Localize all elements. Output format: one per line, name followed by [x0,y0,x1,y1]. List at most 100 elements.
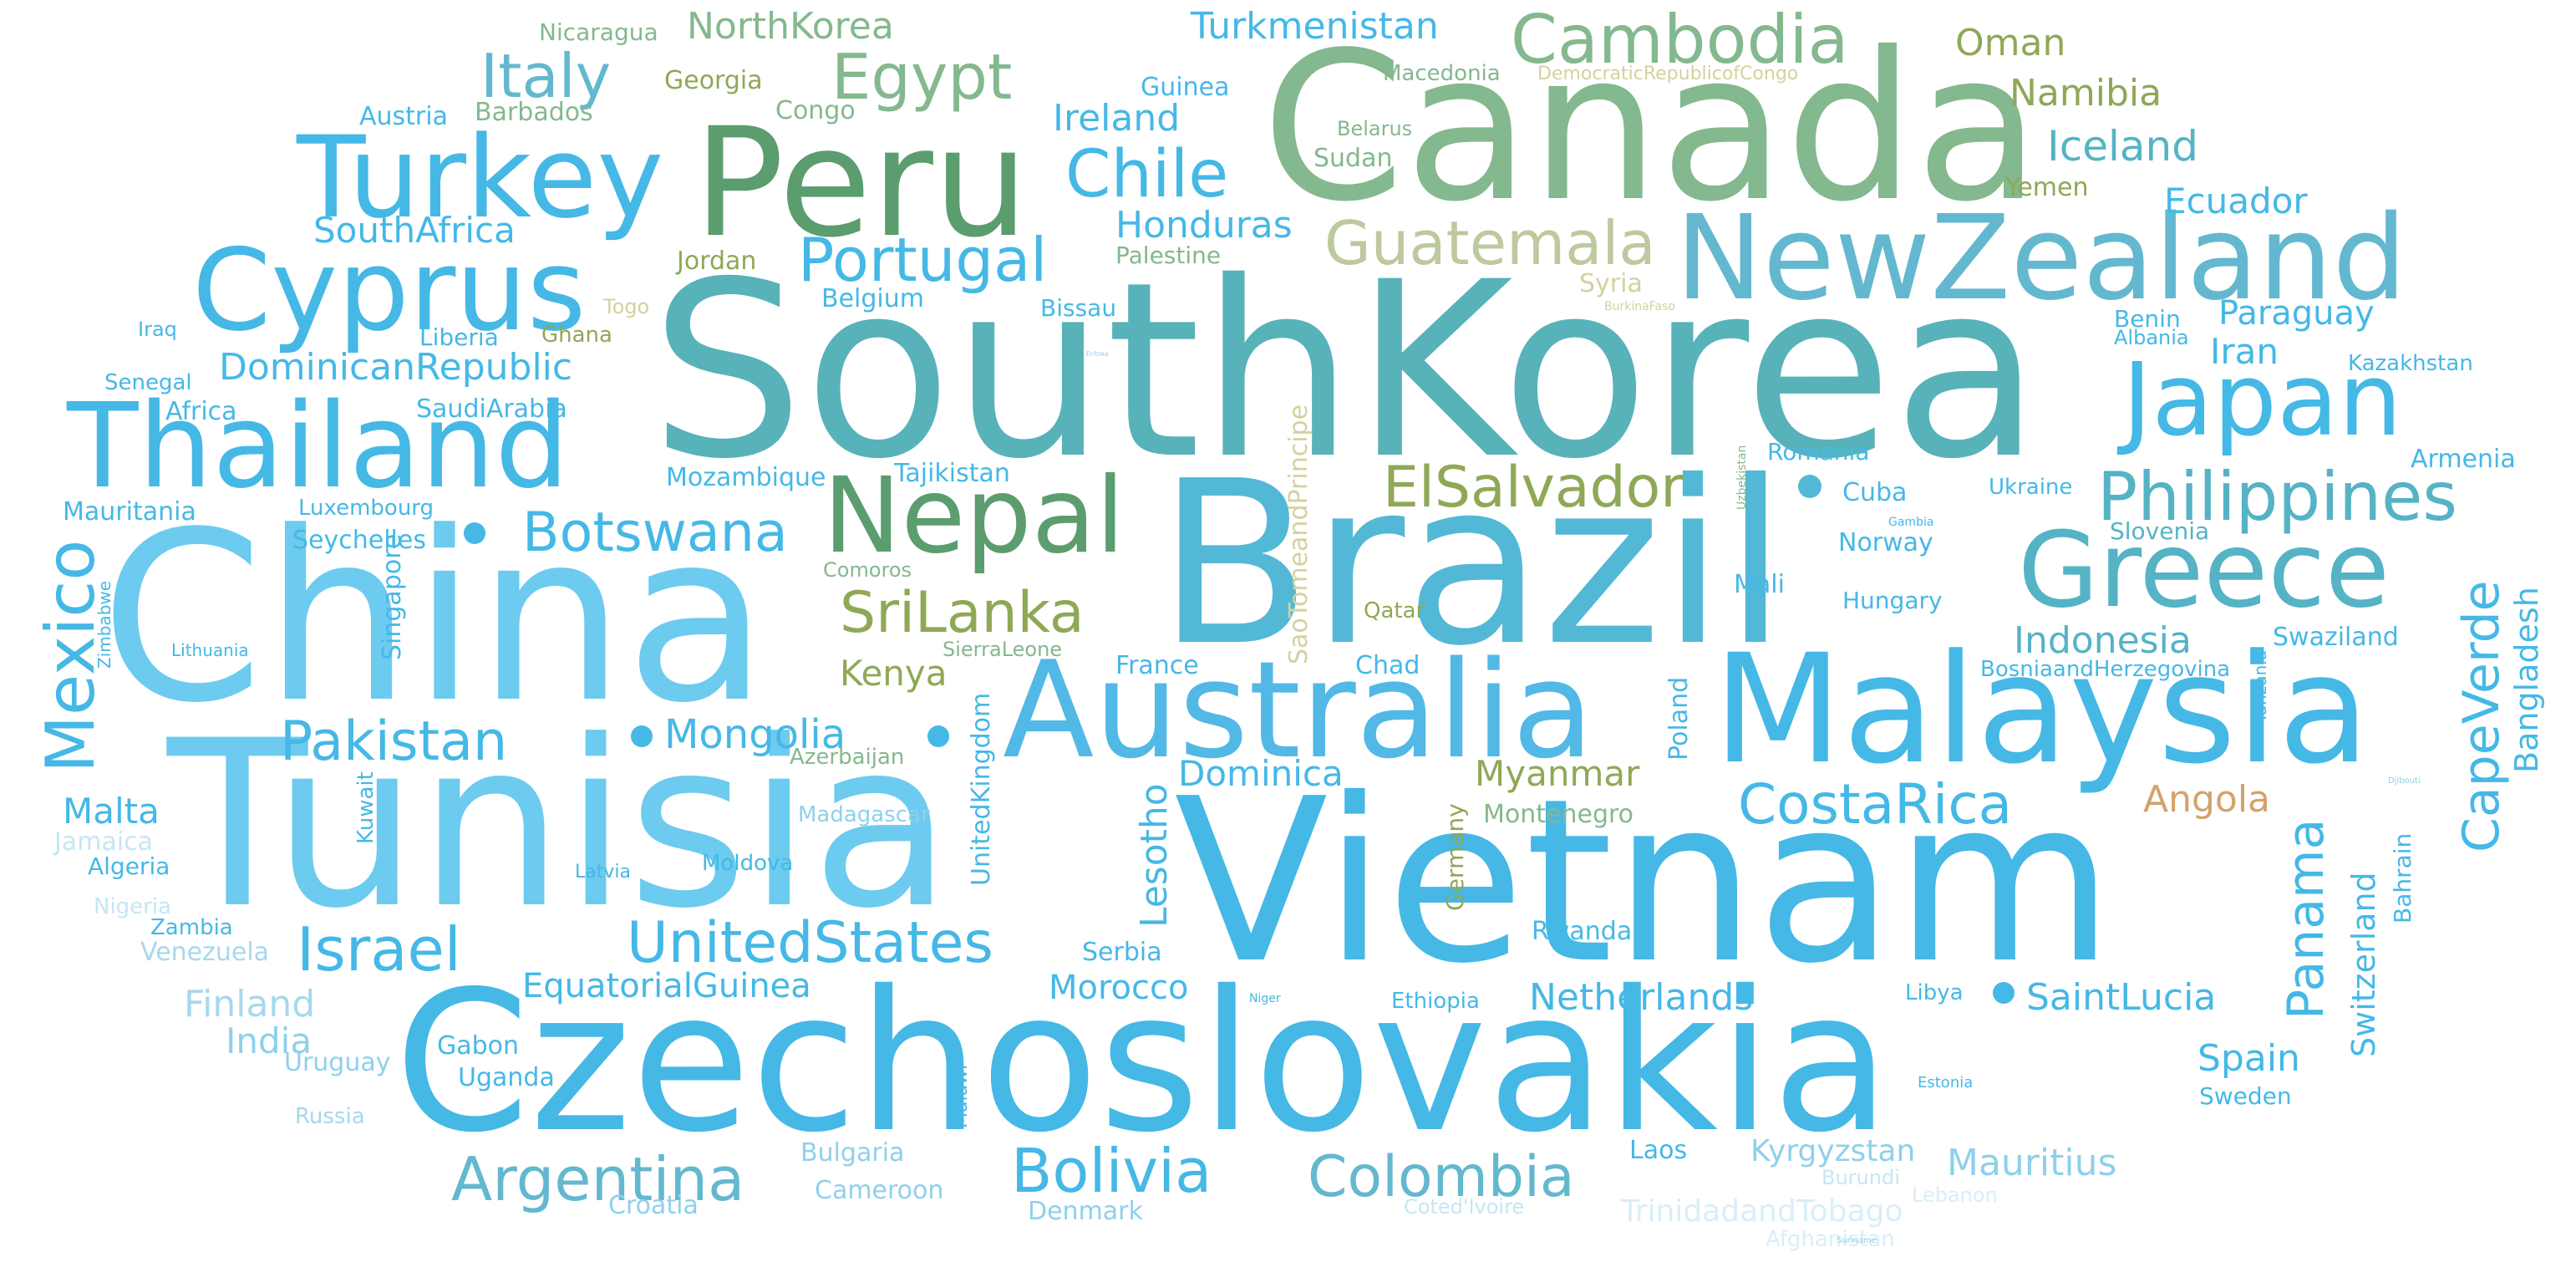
word-trinidadandtobago: TrinidadandTobago [1621,1194,1903,1229]
word-ecuador: Ecuador [2164,181,2308,221]
word-bulgaria: Bulgaria [800,1138,905,1168]
word-dominica: Dominica [1178,753,1344,794]
word-egypt: Egypt [831,40,1013,114]
word-liberia: Liberia [419,323,499,351]
word-jordan: Jordan [677,247,757,276]
word-bosniaandherzegovina: BosniaandHerzegovina [1980,657,2231,682]
word-southafrica: SouthAfrica [313,210,516,251]
word-denmark: Denmark [1028,1197,1143,1226]
word-comoros: Comoros [823,558,912,582]
word-saudiarabia: SaudiArabia [416,394,567,424]
word-cameroon: Cameroon [815,1176,944,1205]
word-srilanka: SriLanka [840,580,1085,646]
word-uzbekistan: Uzbekistan [1735,445,1749,510]
word-nigeria: Nigeria [94,894,172,919]
word-algeria: Algeria [88,852,170,880]
word-thailand: Thailand [67,379,570,515]
word-senegal: Senegal [104,370,192,395]
word-estonia: Estonia [1918,1074,1974,1091]
word-unitedstates: UnitedStates [627,910,993,976]
word-italy: Italy [480,41,612,111]
word-tajikistan: Tajikistan [894,459,1010,488]
word-togo: Togo [603,295,650,318]
word-democraticrepublicofcongo: DemocraticRepublicofCongo [1537,64,1799,84]
word-ireland: Ireland [1053,97,1181,140]
word-colombia: Colombia [1308,1144,1575,1210]
word-peru: Peru [694,96,1029,271]
word-croatia: Croatia [608,1191,699,1220]
word-swaziland: Swaziland [2273,623,2399,652]
word-djibouti: Djibouti [2388,776,2421,786]
word-cotedivoire: Coted'Ivoire [1404,1195,1525,1219]
word-angola: Angola [2143,778,2271,821]
word-slovenia: Slovenia [2110,517,2210,545]
dot-2 [927,725,949,747]
word-finland: Finland [184,983,316,1025]
word-cyprus: Cyprus [192,225,587,356]
word-ghana: Ghana [541,323,612,348]
word-chile: Chile [1065,137,1229,212]
word-iran: Iran [2210,331,2279,372]
word-ethiopia: Ethiopia [1391,989,1480,1014]
word-guatemala: Guatemala [1324,208,1656,278]
word-australia: Australia [1003,632,1594,788]
word-belgium: Belgium [821,284,924,313]
word-palestine: Palestine [1115,242,1222,269]
word-elsalvador: ElSalvador [1383,455,1684,521]
word-montenegro: Montenegro [1483,800,1634,829]
word-morocco: Morocco [1049,969,1189,1007]
dot-1 [464,522,485,544]
word-argentina: Argentina [451,1144,745,1214]
word-kenya: Kenya [840,653,948,694]
word-turkmenistan: Turkmenistan [1191,5,1439,48]
word-poland: Poland [1664,676,1694,761]
word-southkorea: SouthKorea [650,231,2041,512]
word-japan: Japan [2122,343,2402,459]
word-mozambique: Mozambique [666,463,826,492]
word-luxembourg: Luxembourg [298,496,434,521]
word-lebanon: Lebanon [1912,1183,1998,1207]
word-georgia: Georgia [664,66,763,95]
word-unitedkingdom: UnitedKingdom [967,692,996,886]
word-iceland: Iceland [2047,122,2198,170]
word-madagascar: Madagascar [798,802,930,827]
word-capeverde: CapeVerde [2452,580,2511,852]
word-romania: Romania [1767,438,1870,466]
word-cuba: Cuba [1842,478,1908,507]
word-india: India [226,1020,312,1061]
word-nicaragua: Nicaragua [539,18,658,46]
word-kyrgyzstan: Kyrgyzstan [1750,1134,1916,1168]
word-portugal: Portugal [798,225,1048,295]
word-malawi: Malawi [951,1064,972,1128]
word-oman: Oman [1955,22,2066,64]
word-chad: Chad [1355,651,1420,680]
word-greece: Greece [2018,510,2390,631]
word-albania: Albania [2114,326,2189,349]
word-tunisia: Tunisia [167,691,953,959]
word-sweden: Sweden [2199,1082,2292,1110]
word-czechoslovakia: Czechoslovakia [394,949,1891,1175]
word-israel: Israel [297,914,461,985]
word-bangladesh: Bangladesh [2508,587,2545,773]
word-france: France [1115,651,1199,680]
word-bahrain: Bahrain [2389,832,2416,924]
word-iraq: Iraq [138,318,177,341]
word-moldova: Moldova [702,851,794,876]
word-guinea: Guinea [1141,73,1230,102]
word-mali: Mali [1734,570,1785,599]
word-costarica: CostaRica [1738,772,2013,837]
word-vietnam: Vietnam [1174,750,2115,1013]
word-eritrea: Eritrea [1086,350,1109,358]
word-bissau: Bissau [1040,294,1117,322]
word-syria: Syria [1579,269,1643,298]
word-tanzania: Tanzania [2250,649,2270,723]
word-laos: Laos [1629,1136,1688,1165]
word-newzealand: NewZealand [1675,191,2407,327]
word-barbados: Barbados [475,98,593,127]
word-zambia: Zambia [150,915,233,940]
word-mauritania: Mauritania [63,497,196,527]
word-zimbabwe: Zimbabwe [94,580,114,669]
word-dominicanrepublic: DominicanRepublic [219,346,573,389]
word-bolivia: Bolivia [1011,1136,1212,1206]
word-lithuania: Lithuania [171,640,249,660]
